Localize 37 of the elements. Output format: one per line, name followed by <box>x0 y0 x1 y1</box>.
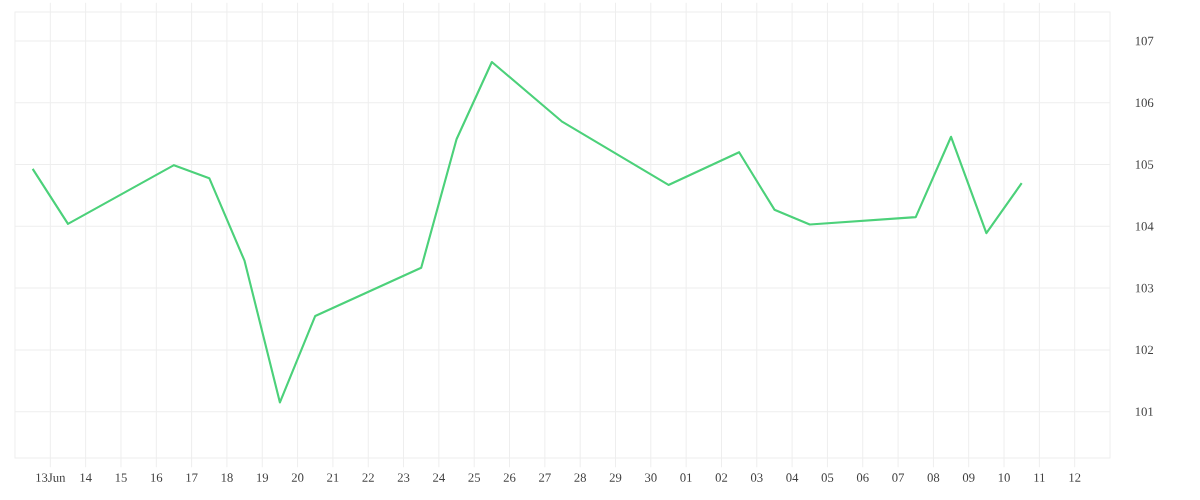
x-tick-label: 06 <box>856 473 869 482</box>
y-tick-label: 102 <box>1135 345 1154 355</box>
x-tick-label: 07 <box>892 473 905 482</box>
x-tick-label: 12 <box>1069 473 1081 482</box>
x-tick-label: 30 <box>645 473 657 482</box>
x-tick-label: 11 <box>1034 473 1045 482</box>
x-tick-label: 20 <box>291 473 304 482</box>
x-tick-label: 15 <box>115 473 127 482</box>
x-tick-label: 08 <box>927 473 940 482</box>
x-tick-label: 28 <box>574 473 587 482</box>
y-tick-label: 104 <box>1135 222 1154 231</box>
y-tick-label: 107 <box>1135 36 1154 46</box>
y-tick-label: 105 <box>1135 160 1154 169</box>
x-tick-label: 27 <box>539 473 551 482</box>
y-tick-label: 103 <box>1135 283 1154 293</box>
x-tick-label: 17 <box>186 473 198 482</box>
x-tick-label: 16 <box>151 473 163 482</box>
x-tick-label: 29 <box>609 473 622 482</box>
x-tick-label: 18 <box>221 473 233 482</box>
x-tick-label: 01 <box>680 473 692 482</box>
x-tick-label: 04 <box>786 473 799 482</box>
x-tick-label: 05 <box>821 473 834 482</box>
x-tick-label: 19 <box>257 473 269 482</box>
x-tick-label: 03 <box>750 473 763 482</box>
x-tick-label: 13Jun <box>36 473 66 482</box>
x-tick-label: 02 <box>715 473 728 482</box>
x-tick-label: 23 <box>397 473 410 482</box>
y-tick-label: 106 <box>1135 98 1154 108</box>
x-tick-label: 09 <box>962 473 975 482</box>
x-tick-label: 10 <box>998 473 1010 482</box>
x-tick-label: 22 <box>362 473 374 482</box>
x-tick-label: 26 <box>503 473 516 482</box>
x-tick-label: 24 <box>433 473 446 482</box>
x-tick-label: 21 <box>327 473 339 482</box>
y-tick-label: 101 <box>1135 407 1153 416</box>
x-tick-label: 25 <box>468 473 481 482</box>
x-tick-label: 14 <box>80 473 92 482</box>
